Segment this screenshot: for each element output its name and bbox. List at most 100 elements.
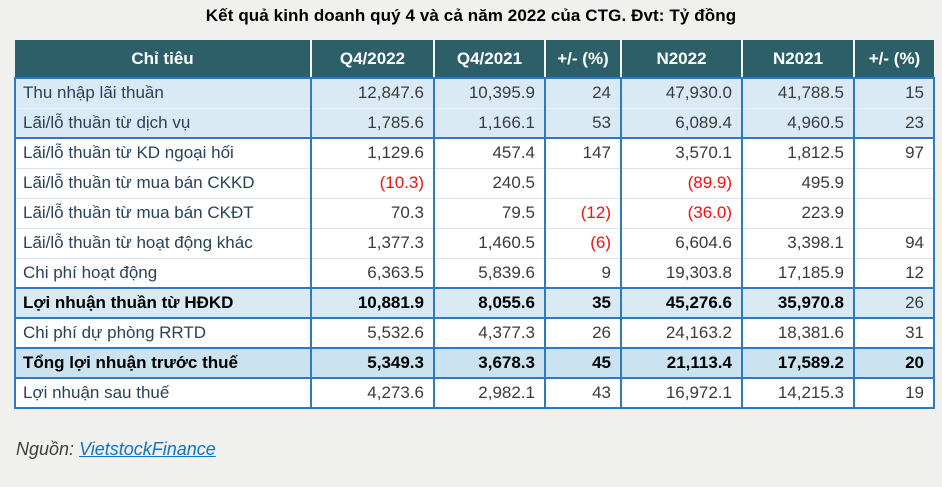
cell-value (545, 168, 622, 199)
cell-value: 45 (545, 348, 622, 379)
cell-value: 6,089.4 (621, 108, 743, 139)
cell-value: 26 (854, 288, 935, 319)
cell-value: 24,163.2 (621, 318, 743, 349)
cell-value: 12,847.6 (311, 78, 435, 109)
table-row: Tổng lợi nhuận trước thuế 5,349.3 3,678.3 4… (14, 348, 935, 379)
cell-value: 21,113.4 (621, 348, 743, 379)
table-row: Chi phí dự phòng RRTD 5,532.6 4,377.3 26 24,… (14, 318, 935, 349)
column-header: N2022 (621, 40, 743, 79)
column-header: Chỉ tiêu (15, 40, 312, 79)
row-label: Lãi/lỗ thuần từ mua bán CKĐT (14, 198, 312, 229)
source-label: Nguồn: (16, 439, 75, 459)
table-row: Lãi/lỗ thuần từ dịch vụ 1,785.6 1,166.1 53 6… (14, 108, 935, 139)
table-row: Lãi/lỗ thuần từ mua bán CKĐT 70.3 79.5 (12)… (14, 198, 935, 229)
table-row: Lợi nhuận thuần từ HĐKD 10,881.9 8,055.6 35… (14, 288, 935, 319)
results-table: Chỉ tiêu Q4/2022 Q4/2021 +/- (%) N2022 N2021 +… (14, 40, 935, 409)
table-row: Thu nhập lãi thuần 12,847.6 10,395.9 24 47,9… (14, 78, 935, 109)
cell-value: 1,166.1 (434, 108, 546, 139)
cell-value (854, 168, 935, 199)
cell-value: 10,881.9 (311, 288, 435, 319)
cell-value: 3,398.1 (742, 228, 855, 259)
column-header: Q4/2021 (434, 40, 546, 79)
cell-value: 79.5 (434, 198, 546, 229)
table-row: Lãi/lỗ thuần từ mua bán CKKD (10.3) 240.5 (… (14, 168, 935, 199)
column-header: Q4/2022 (311, 40, 435, 79)
cell-value: 240.5 (434, 168, 546, 199)
cell-value: 1,129.6 (311, 138, 435, 169)
page-title: Kết quả kinh doanh quý 4 và cả năm 2022 … (205, 6, 737, 25)
cell-value: 16,972.1 (621, 378, 743, 409)
cell-value: 1,460.5 (434, 228, 546, 259)
cell-value: 19 (854, 378, 935, 409)
cell-value: (89.9) (621, 168, 743, 199)
cell-value: 6,363.5 (311, 258, 435, 289)
row-label: Lãi/lỗ thuần từ dịch vụ (14, 108, 312, 139)
cell-value: 45,276.6 (621, 288, 743, 319)
cell-value: (36.0) (621, 198, 743, 229)
header-row: Chỉ tiêu Q4/2022 Q4/2021 +/- (%) N2022 N2021 +… (15, 40, 934, 79)
cell-value: 26 (545, 318, 622, 349)
results-table-container: Chỉ tiêu Q4/2022 Q4/2021 +/- (%) N2022 N2021 +… (14, 40, 942, 409)
cell-value: 5,532.6 (311, 318, 435, 349)
cell-value: 97 (854, 138, 935, 169)
cell-value: 35 (545, 288, 622, 319)
table-row: Lãi/lỗ thuần từ hoạt động khác 1,377.3 1,4… (14, 228, 935, 259)
cell-value: 2,982.1 (434, 378, 546, 409)
cell-value: 43 (545, 378, 622, 409)
cell-value: 1,812.5 (742, 138, 855, 169)
cell-value: 70.3 (311, 198, 435, 229)
cell-value: 17,185.9 (742, 258, 855, 289)
cell-value: 53 (545, 108, 622, 139)
source-link[interactable]: VietstockFinance (79, 439, 216, 459)
row-label: Lợi nhuận sau thuế (14, 378, 312, 409)
cell-value: (10.3) (311, 168, 435, 199)
cell-value: 5,839.6 (434, 258, 546, 289)
row-label: Thu nhập lãi thuần (14, 78, 312, 109)
row-label: Chi phí hoạt động (14, 258, 312, 289)
cell-value: 3,678.3 (434, 348, 546, 379)
cell-value: 4,377.3 (434, 318, 546, 349)
cell-value: 9 (545, 258, 622, 289)
table-body: Thu nhập lãi thuần 12,847.6 10,395.9 24 47,9… (14, 78, 935, 409)
cell-value: 23 (854, 108, 935, 139)
cell-value (854, 198, 935, 229)
cell-value: 147 (545, 138, 622, 169)
column-header: N2021 (742, 40, 855, 79)
cell-value: 4,960.5 (742, 108, 855, 139)
cell-value: 223.9 (742, 198, 855, 229)
cell-value: 15 (854, 78, 935, 109)
row-label: Lãi/lỗ thuần từ mua bán CKKD (14, 168, 312, 199)
cell-value: 6,604.6 (621, 228, 743, 259)
cell-value: 94 (854, 228, 935, 259)
cell-value: 17,589.2 (742, 348, 855, 379)
column-header: +/- (%) (854, 40, 934, 79)
cell-value: 495.9 (742, 168, 855, 199)
cell-value: 35,970.8 (742, 288, 855, 319)
table-row: Lãi/lỗ thuần từ KD ngoại hối 1,129.6 457.4… (14, 138, 935, 169)
cell-value: 31 (854, 318, 935, 349)
cell-value: 10,395.9 (434, 78, 546, 109)
cell-value: 8,055.6 (434, 288, 546, 319)
cell-value: 4,273.6 (311, 378, 435, 409)
cell-value: 1,785.6 (311, 108, 435, 139)
cell-value: 41,788.5 (742, 78, 855, 109)
cell-value: 12 (854, 258, 935, 289)
cell-value: 24 (545, 78, 622, 109)
cell-value: (6) (545, 228, 622, 259)
row-label: Lãi/lỗ thuần từ hoạt động khác (14, 228, 312, 259)
table-row: Chi phí hoạt động 6,363.5 5,839.6 9 19,303.8… (14, 258, 935, 289)
cell-value: (12) (545, 198, 622, 229)
cell-value: 20 (854, 348, 935, 379)
row-label: Tổng lợi nhuận trước thuế (14, 348, 312, 379)
source-line: Nguồn: VietstockFinance (16, 439, 942, 460)
cell-value: 457.4 (434, 138, 546, 169)
cell-value: 19,303.8 (621, 258, 743, 289)
column-header: +/- (%) (545, 40, 622, 79)
table-row: Lợi nhuận sau thuế 4,273.6 2,982.1 43 16,972… (14, 378, 935, 409)
cell-value: 3,570.1 (621, 138, 743, 169)
row-label: Lãi/lỗ thuần từ KD ngoại hối (14, 138, 312, 169)
cell-value: 47,930.0 (621, 78, 743, 109)
cell-value: 1,377.3 (311, 228, 435, 259)
row-label: Lợi nhuận thuần từ HĐKD (14, 288, 312, 319)
cell-value: 14,215.3 (742, 378, 855, 409)
